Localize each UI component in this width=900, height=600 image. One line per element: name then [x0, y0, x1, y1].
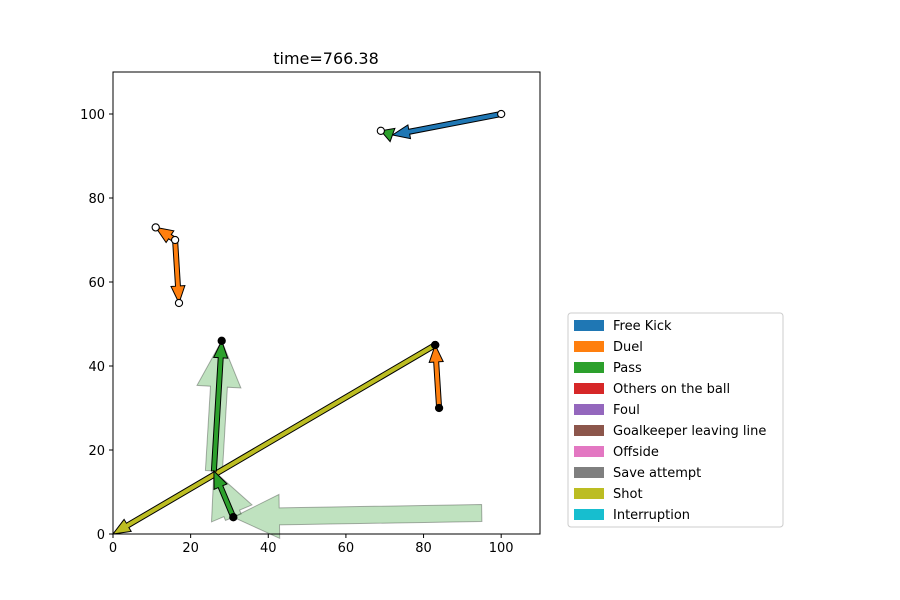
legend-swatch: [574, 488, 604, 499]
x-axis: 0 20 40 60 80 100: [109, 534, 514, 556]
event-arrow-6: [210, 339, 229, 472]
plot-frame: [112, 71, 541, 535]
legend-label: Duel: [613, 340, 643, 355]
x-tick-label: 40: [260, 541, 277, 556]
event-arrow-7: [213, 469, 237, 519]
event-marker-3: [174, 298, 184, 308]
event-markers-layer: [151, 109, 506, 522]
x-tick-label: 0: [109, 541, 117, 556]
event-arrow-4: [111, 342, 438, 535]
x-tick-label: 80: [415, 541, 432, 556]
y-tick-label: 60: [88, 276, 105, 291]
legend-label: Save attempt: [613, 466, 701, 481]
event-arrow-0: [391, 110, 503, 140]
x-tick-label: 20: [182, 541, 199, 556]
legend-label: Others on the ball: [613, 382, 730, 397]
event-marker-2: [170, 235, 180, 245]
legend-swatch: [574, 446, 604, 457]
event-marker-8: [217, 336, 226, 345]
legend-swatch: [574, 341, 604, 352]
legend: Free Kick Duel Pass Others on the ball Foul G…: [567, 312, 784, 528]
event-marker-7: [431, 340, 440, 350]
legend-swatch: [574, 362, 604, 373]
event-marker-0: [497, 109, 506, 119]
legend-swatch: [574, 509, 604, 520]
legend-label: Foul: [613, 403, 640, 418]
legend-box: [567, 312, 784, 528]
event-marker-1: [376, 126, 385, 135]
event-arrow-5: [428, 343, 444, 409]
event-marker-9: [229, 513, 238, 522]
legend-swatch: [574, 425, 604, 436]
event-arrow-2: [170, 239, 186, 305]
y-axis: 0 20 40 60 80 100: [80, 108, 113, 543]
legend-label: Pass: [613, 361, 642, 376]
x-tick-label: 60: [338, 541, 355, 556]
legend-label: Goalkeeper leaving line: [613, 424, 766, 439]
y-tick-label: 40: [88, 360, 105, 375]
event-marker-6: [434, 403, 444, 413]
x-tick-label: 100: [489, 541, 514, 556]
legend-label: Free Kick: [613, 319, 672, 334]
legend-label: Interruption: [613, 508, 690, 523]
chart-title: time=766.38: [273, 49, 379, 68]
y-tick-label: 80: [88, 192, 105, 207]
y-tick-label: 0: [97, 528, 105, 543]
y-tick-label: 20: [88, 444, 105, 459]
legend-swatch: [574, 467, 604, 478]
faded-arrow-0: [232, 493, 483, 540]
legend-swatch: [574, 383, 604, 394]
legend-label: Offside: [613, 445, 659, 460]
legend-swatch: [574, 320, 604, 331]
y-tick-label: 100: [80, 108, 105, 123]
plot-area: [113, 72, 540, 534]
event-marker-4: [151, 223, 160, 232]
legend-label: Shot: [613, 487, 643, 502]
legend-swatch: [574, 404, 604, 415]
